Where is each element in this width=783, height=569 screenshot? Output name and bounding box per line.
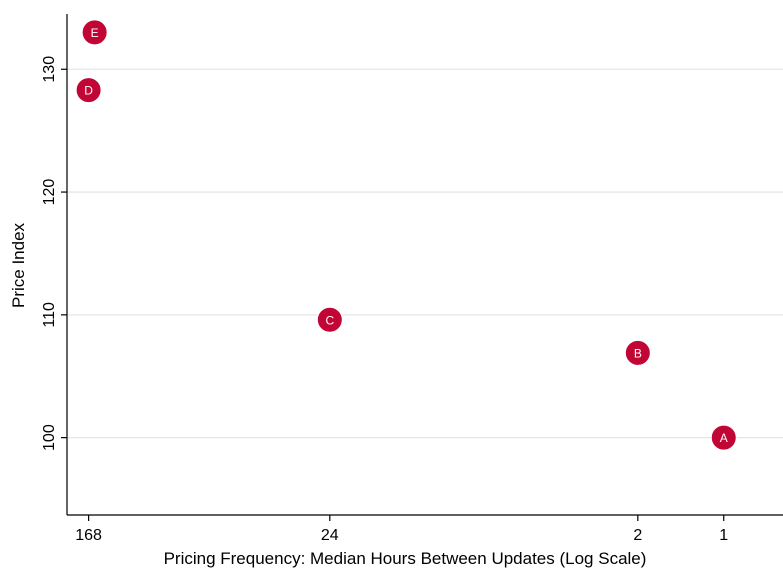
data-point-b: B	[624, 339, 651, 366]
point-marker-d	[75, 77, 102, 104]
y-axis-title: Price Index	[9, 222, 28, 308]
point-label-e: E	[91, 26, 99, 40]
data-points: A B C D E	[75, 19, 737, 451]
data-point-a: A	[710, 424, 737, 451]
gridlines	[67, 68, 783, 439]
y-tick-label-110: 110	[41, 302, 58, 328]
data-point-c: C	[316, 306, 343, 333]
data-point-d: D	[75, 77, 102, 104]
point-marker-e	[81, 19, 108, 46]
x-tick-label-2: 2	[633, 527, 642, 544]
point-marker-b	[624, 339, 651, 366]
y-tick-label-120: 120	[41, 179, 58, 206]
data-point-e: E	[81, 19, 108, 46]
y-tick-label-130: 130	[41, 56, 58, 83]
y-tick-label-100: 100	[41, 424, 58, 451]
x-tick-label-24: 24	[321, 527, 339, 544]
point-label-b: B	[634, 346, 642, 360]
axes	[66, 14, 783, 516]
x-tick-label-168: 168	[75, 527, 102, 544]
point-marker-c	[316, 306, 343, 333]
point-label-a: A	[720, 431, 728, 445]
point-marker-a	[710, 424, 737, 451]
x-axis-title: Pricing Frequency: Median Hours Between …	[164, 549, 647, 568]
x-tick-label-1: 1	[719, 527, 728, 544]
point-label-d: D	[84, 84, 93, 98]
point-label-c: C	[325, 313, 334, 327]
ticks: 100 110 120 130 168 24 2 1	[41, 56, 728, 544]
